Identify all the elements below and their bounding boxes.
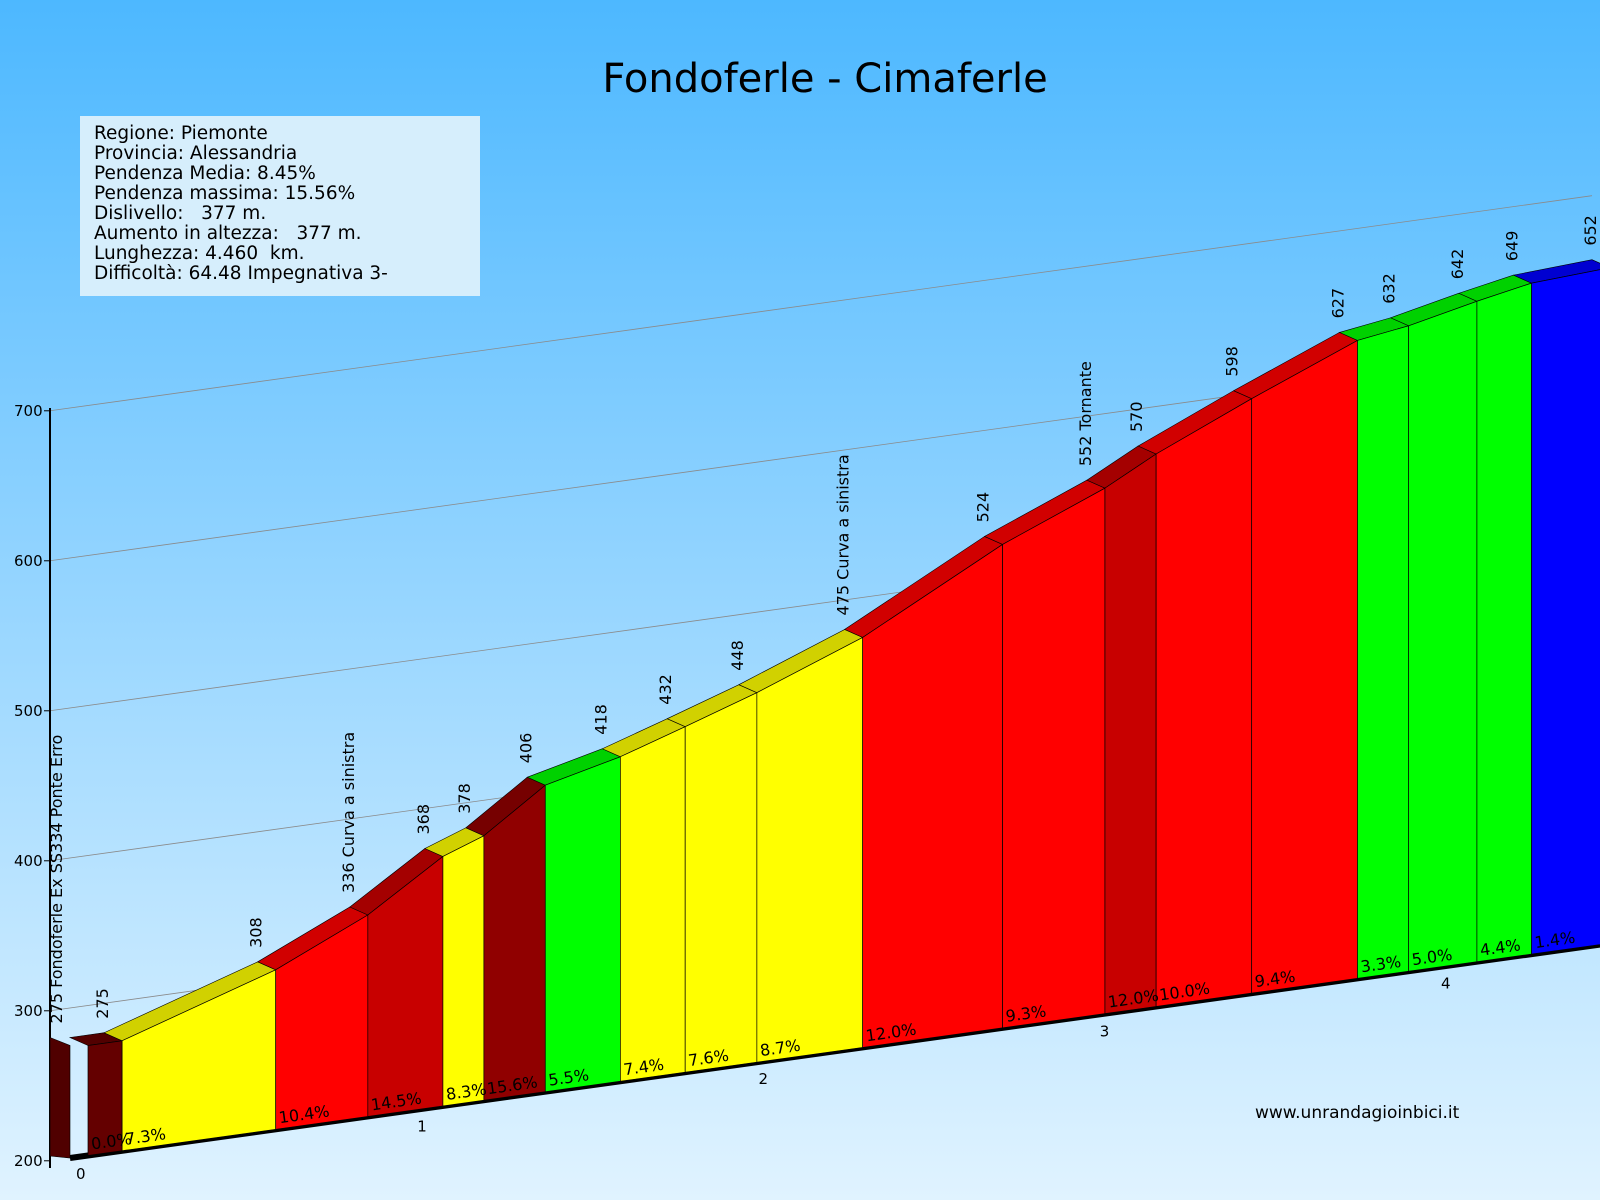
info-difficulty: Difficoltà: 64.48 Impegnativa 3- xyxy=(94,263,388,284)
segment-face xyxy=(1357,325,1410,979)
waypoint-label: 406 xyxy=(516,733,535,764)
waypoint-label: 642 xyxy=(1448,249,1467,280)
info-max-grade: Pendenza massima: 15.56% xyxy=(94,183,356,204)
waypoint-label: 275 Fondoferle Ex SS334 Ponte Erro xyxy=(47,735,66,1024)
y-tick-label: 300 xyxy=(14,1002,43,1020)
info-elevation-gain: Dislivello: 377 m. xyxy=(94,203,267,224)
info-length: Lunghezza: 4.460 km. xyxy=(94,243,305,264)
waypoint-label: 649 xyxy=(1503,231,1522,262)
y-tick-label: 500 xyxy=(14,702,43,720)
info-box: Regione: Piemonte Provincia: Alessandria… xyxy=(80,116,480,296)
segment-face xyxy=(1155,398,1253,1007)
profile-segments xyxy=(49,259,1600,1159)
waypoint-label: 336 Curva a sinistra xyxy=(339,732,358,893)
segment-side xyxy=(49,1037,71,1159)
segment-face xyxy=(620,726,686,1082)
waypoint-label: 418 xyxy=(591,704,610,735)
waypoint-label: 432 xyxy=(656,674,675,705)
segment-top xyxy=(1512,259,1600,284)
info-avg-grade: Pendenza Media: 8.45% xyxy=(94,163,316,184)
info-region: Regione: Piemonte xyxy=(94,123,268,144)
segment-face xyxy=(442,835,485,1107)
segment-face xyxy=(756,636,864,1063)
waypoint-label: 627 xyxy=(1328,288,1347,319)
waypoint-label: 570 xyxy=(1127,401,1146,432)
x-tick-label: 0 xyxy=(76,1165,86,1183)
segment-face xyxy=(1002,487,1106,1029)
segment-face xyxy=(483,784,546,1101)
segment-face xyxy=(1531,269,1600,955)
segment-face xyxy=(1251,339,1358,994)
segment-face xyxy=(684,692,758,1073)
waypoint-label: 552 Tornante xyxy=(1076,361,1095,466)
x-axis: 0 1 2 3 4 xyxy=(76,975,1451,1183)
y-tick-label: 200 xyxy=(14,1152,43,1170)
waypoint-labels: 275 Fondoferle Ex SS334 Ponte Erro 275 308… xyxy=(47,215,1600,1023)
info-province: Provincia: Alessandria xyxy=(94,143,298,164)
x-tick-label: 4 xyxy=(1441,975,1451,993)
waypoint-label: 632 xyxy=(1380,273,1399,304)
segment-face xyxy=(1104,453,1157,1015)
segment-face xyxy=(1408,300,1478,972)
waypoint-label: 368 xyxy=(414,804,433,835)
y-tick-label: 600 xyxy=(14,552,43,570)
chart-title: Fondoferle - Cimaferle xyxy=(602,56,1047,102)
waypoint-label: 448 xyxy=(728,640,747,671)
waypoint-label: 475 Curva a sinistra xyxy=(834,454,853,615)
waypoint-label: 275 xyxy=(93,988,112,1019)
waypoint-label: 652 xyxy=(1581,215,1600,246)
segment-face xyxy=(1476,282,1532,963)
x-tick-label: 1 xyxy=(417,1118,427,1136)
info-height-increase: Aumento in altezza: 377 m. xyxy=(94,223,362,244)
waypoint-label: 378 xyxy=(455,783,474,814)
x-tick-label: 3 xyxy=(1100,1022,1110,1040)
x-tick-label: 2 xyxy=(759,1070,769,1088)
website-credit: www.unrandagioinbici.it xyxy=(1255,1103,1460,1123)
waypoint-label: 308 xyxy=(247,917,266,948)
segment-face xyxy=(544,756,621,1093)
y-tick-label: 400 xyxy=(14,852,43,870)
waypoint-label: 524 xyxy=(974,492,993,523)
y-tick-label: 700 xyxy=(14,402,43,420)
waypoint-label: 598 xyxy=(1223,346,1242,377)
gridline xyxy=(49,195,1593,412)
